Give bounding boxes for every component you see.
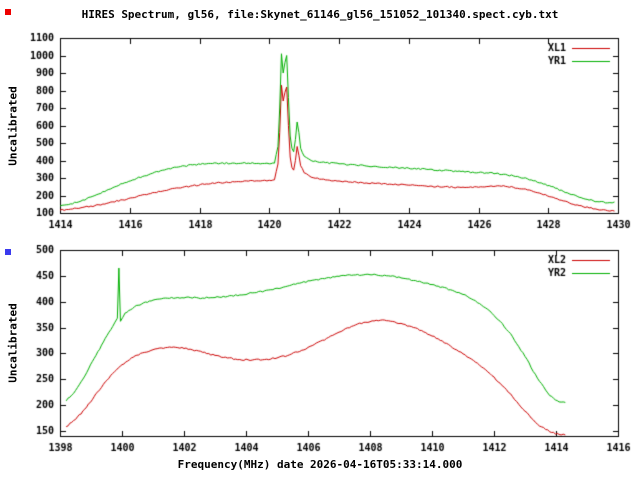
ylabel-top-panel: Uncalibrated	[6, 86, 20, 166]
chart-title: HIRES Spectrum, gl56, file:Skynet_61146_…	[81, 8, 559, 21]
top-left-marker	[5, 9, 11, 15]
bottom-left-marker	[5, 249, 11, 255]
ylabel-bottom-panel: Uncalibrated	[6, 303, 20, 383]
x-axis-label: Frequency(MHz) date 2026-04-16T05:33:14.…	[177, 458, 463, 471]
